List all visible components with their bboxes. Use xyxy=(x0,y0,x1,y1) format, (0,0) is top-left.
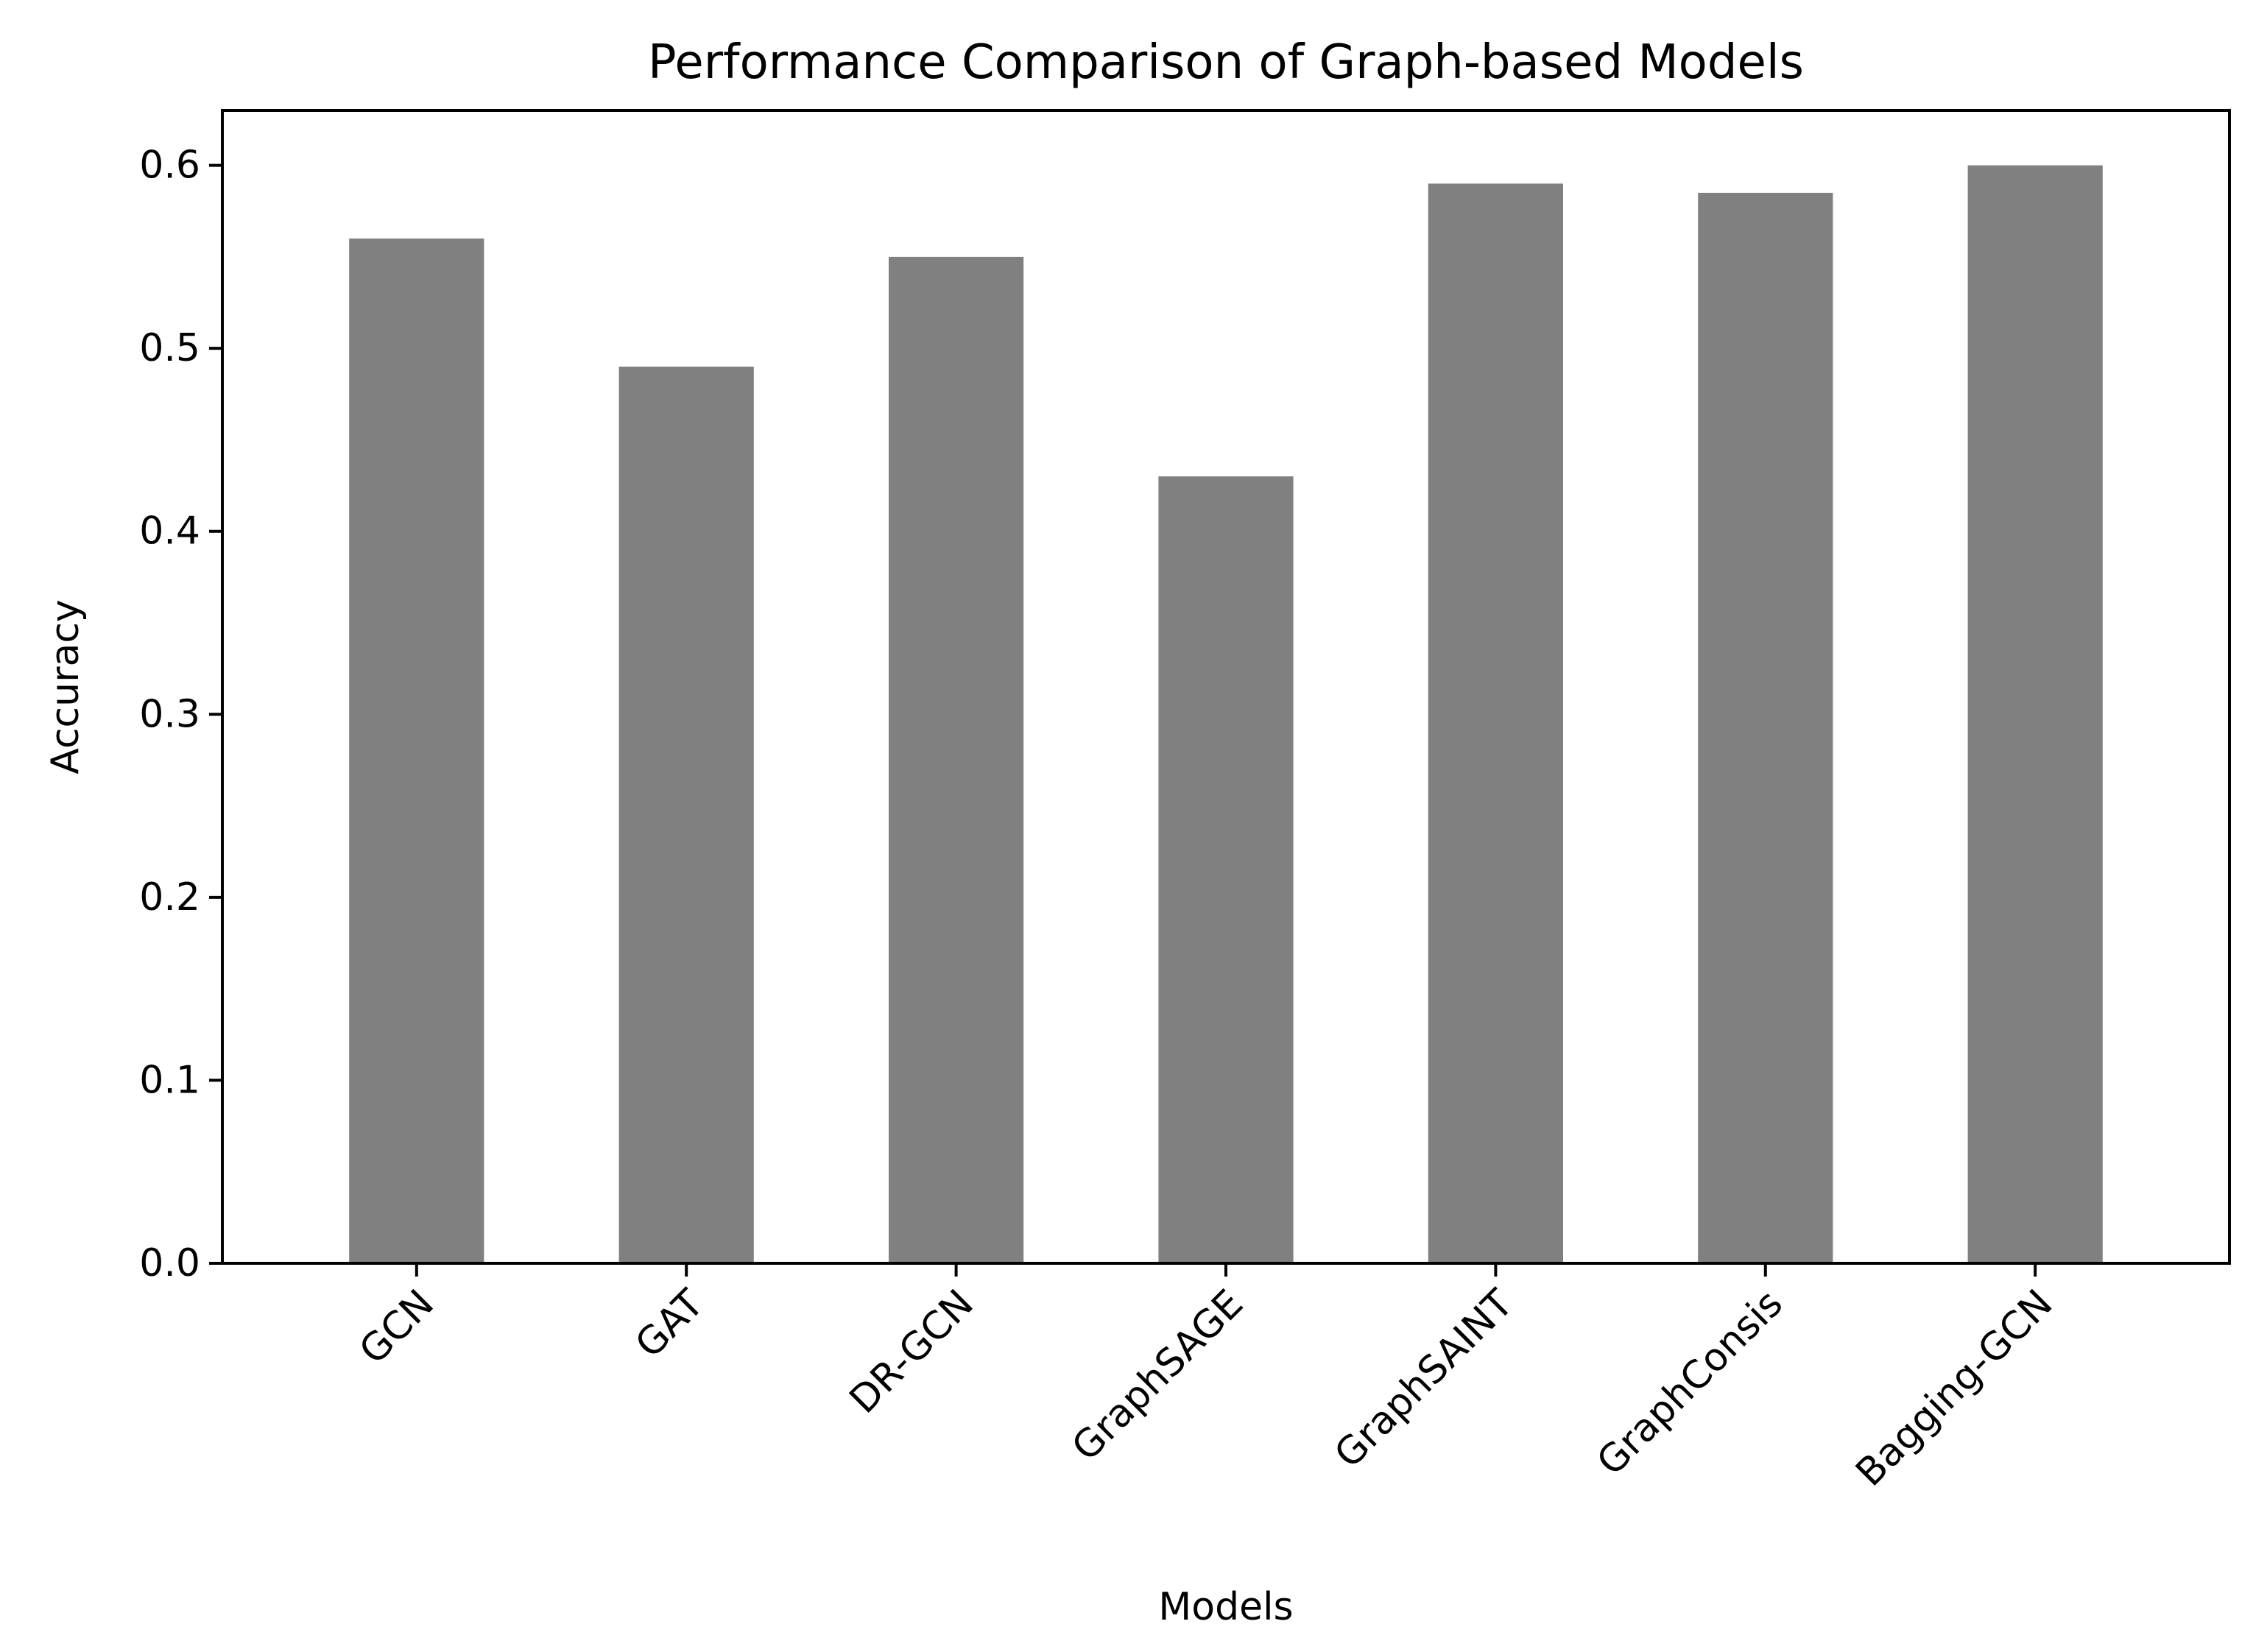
x-tick-label: GraphSAGE xyxy=(1064,1282,1252,1469)
y-tick-label: 0.6 xyxy=(139,144,200,188)
x-axis-label: Models xyxy=(1158,1585,1293,1629)
x-tick-label: GraphSAINT xyxy=(1326,1282,1521,1477)
y-axis-label: Accuracy xyxy=(43,599,88,774)
bar-gcn xyxy=(349,239,484,1263)
y-tick-label: 0.1 xyxy=(139,1058,200,1102)
y-tick-label: 0.4 xyxy=(139,509,200,554)
y-tick-label: 0.2 xyxy=(139,875,200,919)
bar-graphconsis xyxy=(1698,192,1833,1263)
bar-graphsaint xyxy=(1428,183,1563,1263)
y-tick-label: 0.0 xyxy=(139,1241,200,1285)
x-axis: GCN GAT DR-GCN GraphSAGE GraphSAINT GraphCons… xyxy=(351,1263,2061,1495)
bars-layer xyxy=(349,165,2103,1264)
bar-graphsage xyxy=(1158,476,1294,1263)
x-tick-label: GCN xyxy=(351,1282,443,1373)
x-tick-label: Bagging-GCN xyxy=(1847,1282,2061,1495)
chart-title: Performance Comparison of Graph-based Mo… xyxy=(648,35,1804,90)
y-tick-label: 0.3 xyxy=(139,692,200,736)
bar-gat xyxy=(618,367,754,1263)
y-tick-label: 0.5 xyxy=(139,326,200,370)
bar-dr-gcn xyxy=(889,256,1024,1263)
x-tick-label: GAT xyxy=(627,1282,713,1367)
x-tick-label: DR-GCN xyxy=(842,1282,982,1422)
y-axis: 0.0 0.1 0.2 0.3 0.4 0.5 0.6 xyxy=(139,144,222,1285)
x-tick-label: GraphConsis xyxy=(1589,1282,1791,1484)
bar-bagging-gcn xyxy=(1967,165,2103,1264)
